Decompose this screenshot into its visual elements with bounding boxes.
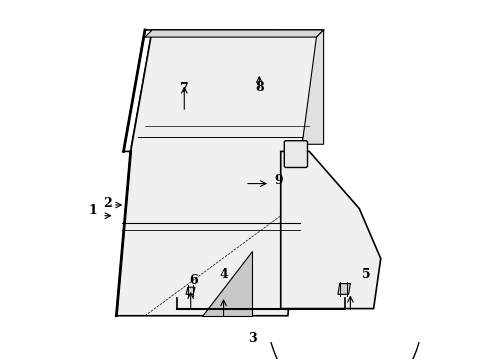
Polygon shape	[117, 30, 323, 316]
Text: 1: 1	[89, 204, 98, 217]
Text: 3: 3	[248, 333, 256, 346]
Text: 7: 7	[180, 82, 189, 95]
Text: 9: 9	[274, 174, 283, 186]
Polygon shape	[145, 30, 323, 37]
Text: 8: 8	[255, 81, 264, 94]
FancyBboxPatch shape	[284, 141, 308, 167]
Polygon shape	[202, 251, 252, 316]
Text: 6: 6	[189, 274, 197, 287]
Text: 2: 2	[103, 197, 112, 210]
Text: 4: 4	[219, 268, 228, 281]
Text: 5: 5	[362, 268, 371, 281]
Polygon shape	[186, 287, 195, 294]
Polygon shape	[338, 284, 350, 294]
Polygon shape	[281, 152, 381, 309]
Polygon shape	[302, 30, 323, 144]
